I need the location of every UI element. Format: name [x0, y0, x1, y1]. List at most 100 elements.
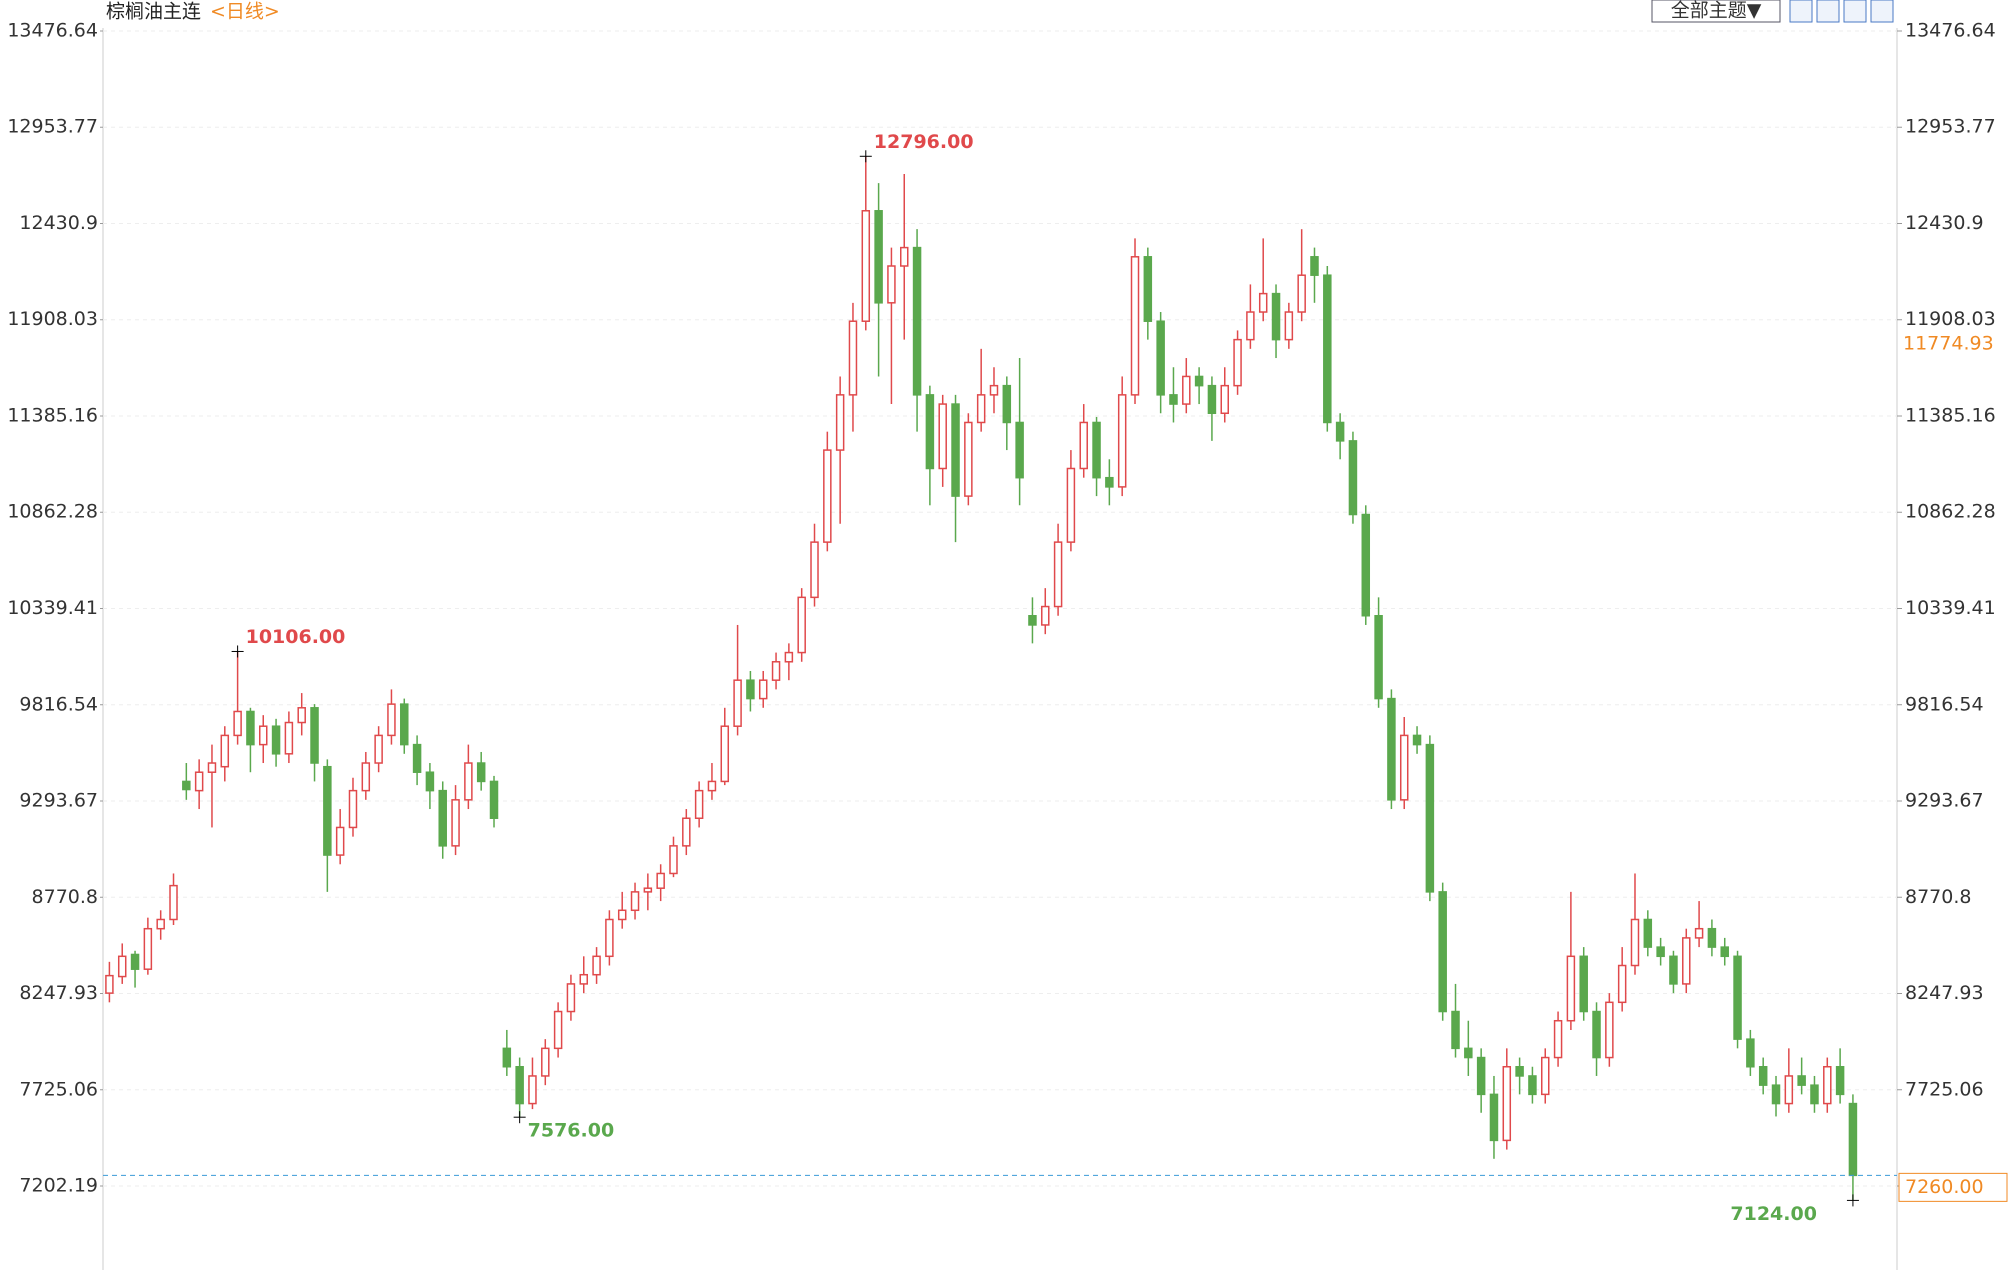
candle-body — [553, 1010, 563, 1050]
candle-body — [1528, 1075, 1537, 1096]
candle-body — [1451, 1010, 1460, 1050]
theme-button-label[interactable]: 全部主题▼ — [1671, 0, 1762, 22]
last-price-box — [1898, 1172, 2008, 1202]
toolbar: 全部主题▼ — [1651, 0, 1894, 23]
price-marker-label: 11774.93 — [1903, 333, 1994, 355]
y-tick-label: 10862.28 — [7, 501, 98, 523]
candle-body — [1579, 955, 1588, 1013]
candle-body — [976, 394, 986, 424]
candle-body — [1092, 421, 1101, 479]
candle-body — [733, 679, 742, 727]
candle-body — [1015, 421, 1024, 479]
candle-body — [1733, 955, 1742, 1040]
candle-body — [1669, 955, 1678, 985]
y-tick-label-right: 10862.28 — [1905, 501, 1996, 523]
candle-body — [1156, 320, 1165, 396]
candle-body — [1707, 927, 1717, 948]
y-tick-label: 9293.67 — [19, 790, 98, 812]
candle-body — [1028, 615, 1037, 626]
candle-body — [1810, 1084, 1819, 1105]
candle-body — [643, 887, 653, 893]
candle-body — [323, 765, 332, 856]
candle-body — [1541, 1056, 1550, 1096]
candle-body — [1117, 394, 1127, 488]
candle-body — [105, 974, 114, 994]
candle-body — [1053, 541, 1063, 608]
candle-body — [1233, 338, 1242, 387]
chart-subtitle[interactable]: <日线> — [210, 1, 280, 23]
candle-body — [1079, 421, 1088, 470]
tool-icon[interactable] — [1870, 0, 1894, 23]
candle-body — [1605, 1001, 1614, 1059]
candle-body — [1169, 394, 1178, 405]
candle-body — [848, 320, 858, 396]
candle-body — [771, 661, 781, 681]
y-tick-label-right: 7725.06 — [1905, 1078, 1984, 1100]
candle-body — [1464, 1047, 1473, 1059]
candle-body — [220, 734, 230, 768]
candle-body — [758, 679, 768, 700]
candle-body — [746, 679, 755, 700]
tool-icon[interactable] — [1843, 0, 1867, 23]
candle-body — [1387, 697, 1396, 801]
candle-body — [130, 953, 140, 970]
candle-body — [400, 703, 409, 746]
candle-body — [1694, 927, 1704, 939]
candle-body — [1182, 375, 1191, 405]
candle-body — [1515, 1066, 1524, 1077]
candle-body — [1348, 440, 1358, 516]
candle-body — [169, 884, 178, 921]
candle-body — [823, 449, 832, 543]
candle-body — [1130, 256, 1140, 396]
candle-body — [259, 725, 268, 746]
tool-icon[interactable] — [1816, 0, 1840, 23]
candle-body — [1566, 955, 1576, 1022]
candle-body — [117, 955, 127, 978]
candle-body — [1412, 734, 1422, 746]
candle-body — [1105, 476, 1114, 488]
tool-icon[interactable] — [1789, 0, 1813, 23]
candle-body — [1502, 1066, 1512, 1142]
candle-body — [1361, 513, 1371, 617]
candle-body — [476, 762, 486, 783]
y-tick-label: 13476.64 — [7, 19, 98, 41]
candle-body — [156, 918, 165, 930]
candle-body — [912, 246, 922, 396]
candle-body — [694, 789, 704, 819]
y-tick-label-right: 10339.41 — [1905, 597, 1996, 619]
candle-body — [425, 771, 435, 792]
candle-body — [271, 725, 281, 755]
candle-body — [720, 725, 730, 783]
y-tick-label-right: 12430.9 — [1905, 212, 1984, 234]
candle-body — [925, 394, 935, 470]
y-tick-label-right: 9293.67 — [1905, 790, 1984, 812]
candle-body — [1002, 384, 1012, 424]
candle-body — [1220, 384, 1229, 415]
candle-body — [348, 789, 358, 829]
candle-body — [464, 762, 473, 801]
candle-body — [1143, 256, 1153, 322]
candle-body — [835, 394, 845, 451]
candle-body — [1553, 1019, 1563, 1059]
candle-body — [284, 721, 294, 755]
y-tick-label-right: 8247.93 — [1905, 982, 1984, 1004]
candle-body — [528, 1075, 537, 1105]
candle-body — [900, 246, 909, 267]
candle-body — [1335, 421, 1345, 442]
candle-body — [1207, 384, 1217, 415]
theme-button[interactable] — [1651, 0, 1781, 23]
candle-body — [1630, 918, 1640, 967]
candle-body — [656, 872, 665, 889]
candle-body — [1720, 946, 1729, 958]
y-tick-label: 8770.8 — [32, 886, 98, 908]
candle-body — [1271, 292, 1281, 341]
y-tick-label: 8247.93 — [19, 982, 98, 1004]
candle-body — [810, 541, 819, 599]
candle-body — [1784, 1075, 1794, 1105]
candle-body — [617, 909, 627, 921]
candle-body — [1489, 1093, 1499, 1142]
candle-body — [682, 817, 691, 847]
candle-body — [1246, 311, 1255, 341]
candle-body — [489, 780, 499, 819]
candle-body — [1848, 1102, 1858, 1177]
